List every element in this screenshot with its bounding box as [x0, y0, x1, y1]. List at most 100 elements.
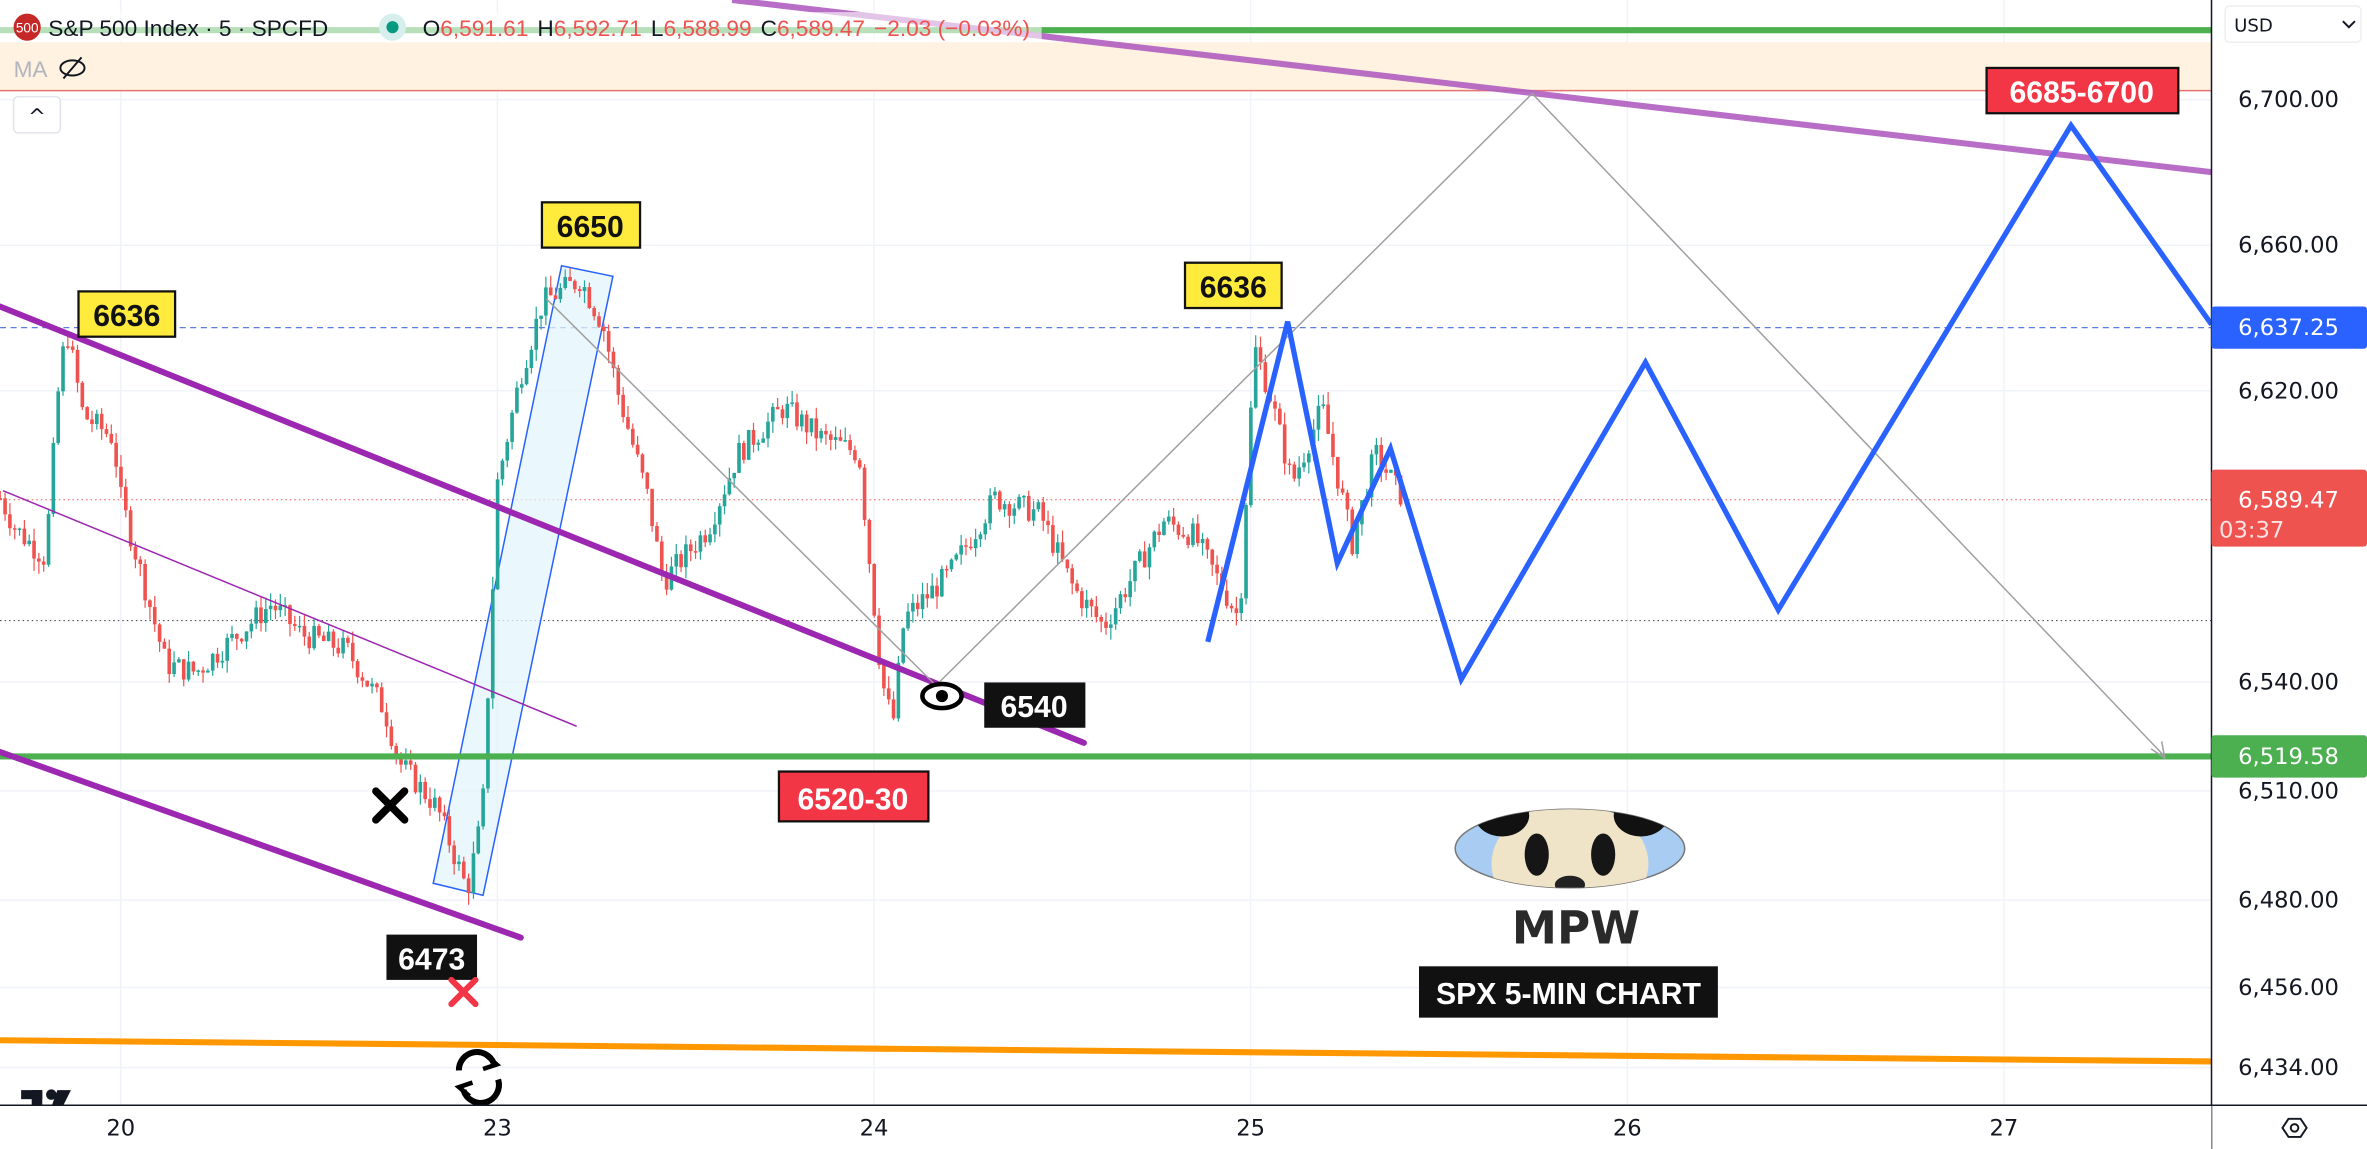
candle: [1075, 583, 1079, 592]
candle: [1389, 469, 1393, 473]
candle: [1157, 531, 1161, 535]
tag-right-high[interactable]: 6636: [1183, 261, 1283, 310]
high-label: H: [537, 16, 553, 41]
candle: [123, 486, 128, 511]
tag-low[interactable]: 6473: [386, 934, 478, 980]
candle: [611, 351, 616, 369]
mid-channel-line[interactable]: [2, 490, 577, 727]
candle: [785, 403, 790, 419]
candle: [172, 662, 176, 675]
chart-settings-icon[interactable]: [2281, 1117, 2308, 1138]
candle: [447, 816, 452, 846]
candle: [766, 421, 770, 439]
candle: [114, 442, 118, 467]
candle: [727, 478, 732, 495]
candle: [857, 460, 862, 468]
mpw-logo: MPW SPX 5-MIN CHART: [1418, 808, 1718, 1018]
candle: [1026, 495, 1031, 521]
symbol-title[interactable]: S&P 500 Index · 5 · SPCFD: [48, 16, 328, 41]
candle: [302, 625, 307, 637]
candle: [659, 541, 664, 575]
close-value: 6,589.47: [777, 16, 865, 41]
tag-left-high[interactable]: 6636: [77, 290, 177, 338]
candle: [225, 637, 230, 661]
candle: [698, 535, 703, 552]
x-mark-icon[interactable]: [372, 787, 409, 824]
candle: [587, 287, 592, 308]
candle: [978, 534, 983, 540]
tag-support-eye[interactable]: 6540: [984, 682, 1086, 728]
candle: [1012, 508, 1017, 516]
candle: [1244, 505, 1248, 599]
badge-level-blue-text: 6,637.25: [2238, 315, 2339, 341]
candle: [1176, 524, 1181, 535]
candle: [761, 438, 765, 443]
tag-support-zone[interactable]: 6520-30: [777, 770, 930, 823]
candle: [99, 413, 104, 430]
price-tick-label: 6,540.00: [2238, 669, 2339, 695]
candle: [471, 853, 476, 894]
price-tick-label: 6,620.00: [2238, 378, 2339, 404]
tag-peak[interactable]: 6650: [540, 201, 642, 249]
candle: [862, 467, 867, 520]
tag-target[interactable]: 6685-6700: [1985, 66, 2180, 115]
candle: [795, 402, 799, 427]
candle: [220, 660, 225, 663]
candle: [268, 605, 273, 610]
candle: [1137, 551, 1142, 561]
candle: [1118, 594, 1123, 609]
candle: [360, 677, 365, 681]
candle: [495, 479, 500, 590]
reload-icon[interactable]: [454, 1049, 502, 1106]
candle: [616, 368, 621, 395]
market-status-dot[interactable]: [386, 21, 399, 34]
candle: [819, 430, 823, 439]
lower-channel-line[interactable]: [0, 748, 524, 941]
projection-zigzag[interactable]: [1205, 120, 2214, 686]
candle: [75, 349, 80, 383]
eye-icon[interactable]: [920, 681, 964, 711]
symbol-logo[interactable]: [13, 13, 41, 41]
candle: [848, 440, 852, 451]
collapse-legend-button[interactable]: [12, 95, 62, 134]
red-x-icon[interactable]: [448, 976, 479, 1008]
candle: [867, 519, 872, 565]
rally-channel[interactable]: [432, 264, 614, 897]
orange-trendline[interactable]: [0, 1037, 2212, 1065]
candle: [1234, 608, 1239, 614]
time-axis[interactable]: [0, 1105, 2212, 1149]
currency-selector[interactable]: [2224, 5, 2362, 44]
eye-hidden-icon[interactable]: [59, 56, 86, 80]
price-ticks: 6,700.00 6,660.00 6,620.00 6,540.00 6,510.00…: [2238, 87, 2339, 1081]
logo-brand: MPW: [1512, 902, 1640, 955]
candle: [215, 653, 220, 663]
candle: [389, 726, 394, 747]
tag-support-zone-text: 6520-30: [798, 783, 909, 816]
upper-channel-line[interactable]: [0, 303, 1087, 746]
candle: [51, 443, 56, 514]
gray-path-line[interactable]: [545, 92, 2164, 756]
candle: [1055, 542, 1060, 553]
candle: [8, 514, 12, 529]
candle: [1123, 594, 1128, 598]
candle: [577, 289, 582, 292]
tag-target-text: 6685-6700: [2010, 77, 2154, 110]
candle: [442, 812, 447, 817]
candle: [244, 631, 249, 642]
candle: [804, 414, 809, 433]
candle: [41, 561, 46, 565]
candle: [592, 307, 596, 317]
candle: [1229, 605, 1234, 609]
candle: [1200, 538, 1205, 544]
indicator-ma[interactable]: MA: [14, 57, 49, 82]
candle: [534, 318, 539, 350]
price-axis[interactable]: [2211, 0, 2367, 1149]
candle: [370, 683, 374, 687]
candle: [210, 653, 215, 671]
candle: [708, 534, 712, 543]
candle: [486, 698, 490, 789]
last-price-text: 6,589.47: [2238, 487, 2339, 513]
candle: [297, 625, 302, 628]
candle: [872, 564, 877, 616]
